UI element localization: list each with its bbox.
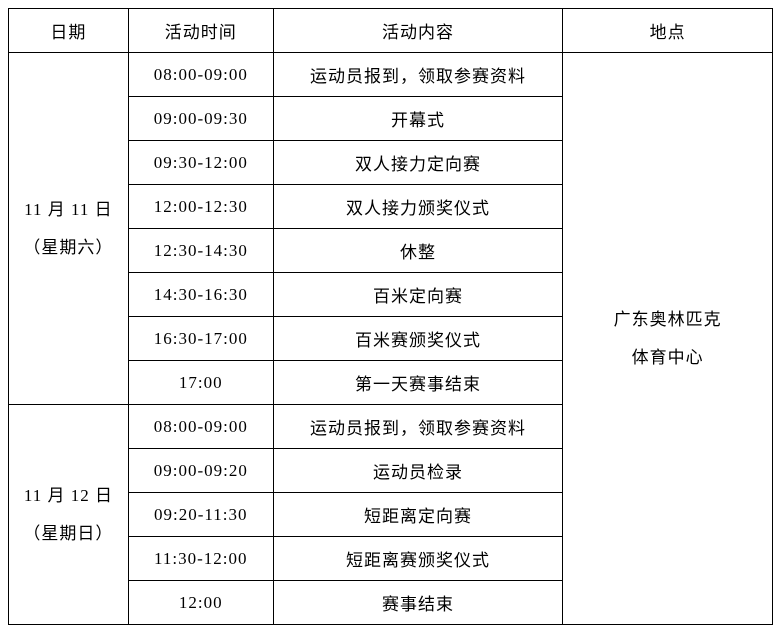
time-cell: 09:00-09:20 [128,449,273,493]
content-cell: 百米定向赛 [273,273,563,317]
content-cell: 双人接力定向赛 [273,141,563,185]
location-cell: 广东奥林匹克 体育中心 [563,53,773,625]
table-header-row: 日期 活动时间 活动内容 地点 [9,9,773,53]
content-cell: 双人接力颁奖仪式 [273,185,563,229]
content-cell: 赛事结束 [273,581,563,625]
time-cell: 09:30-12:00 [128,141,273,185]
time-cell: 08:00-09:00 [128,53,273,97]
time-cell: 14:30-16:30 [128,273,273,317]
content-cell: 休整 [273,229,563,273]
content-cell: 短距离赛颁奖仪式 [273,537,563,581]
header-time: 活动时间 [128,9,273,53]
content-cell: 运动员报到，领取参赛资料 [273,53,563,97]
content-cell: 短距离定向赛 [273,493,563,537]
schedule-table: 日期 活动时间 活动内容 地点 11 月 11 日 （星期六） 08:00-09… [8,8,773,625]
time-cell: 09:00-09:30 [128,97,273,141]
time-cell: 16:30-17:00 [128,317,273,361]
date-line1: 11 月 12 日 [24,486,113,505]
location-line2: 体育中心 [632,348,704,367]
header-date: 日期 [9,9,129,53]
time-cell: 17:00 [128,361,273,405]
content-cell: 运动员报到，领取参赛资料 [273,405,563,449]
header-location: 地点 [563,9,773,53]
time-cell: 12:00 [128,581,273,625]
content-cell: 开幕式 [273,97,563,141]
content-cell: 运动员检录 [273,449,563,493]
table-row: 11 月 11 日 （星期六） 08:00-09:00 运动员报到，领取参赛资料… [9,53,773,97]
date-line2: （星期日） [23,524,113,543]
date-cell-day2: 11 月 12 日 （星期日） [9,405,129,625]
date-line2: （星期六） [23,238,113,257]
time-cell: 12:30-14:30 [128,229,273,273]
location-line1: 广东奥林匹克 [614,310,722,329]
content-cell: 百米赛颁奖仪式 [273,317,563,361]
date-cell-day1: 11 月 11 日 （星期六） [9,53,129,405]
time-cell: 09:20-11:30 [128,493,273,537]
time-cell: 11:30-12:00 [128,537,273,581]
content-cell: 第一天赛事结束 [273,361,563,405]
time-cell: 08:00-09:00 [128,405,273,449]
time-cell: 12:00-12:30 [128,185,273,229]
date-line1: 11 月 11 日 [24,200,113,219]
header-content: 活动内容 [273,9,563,53]
